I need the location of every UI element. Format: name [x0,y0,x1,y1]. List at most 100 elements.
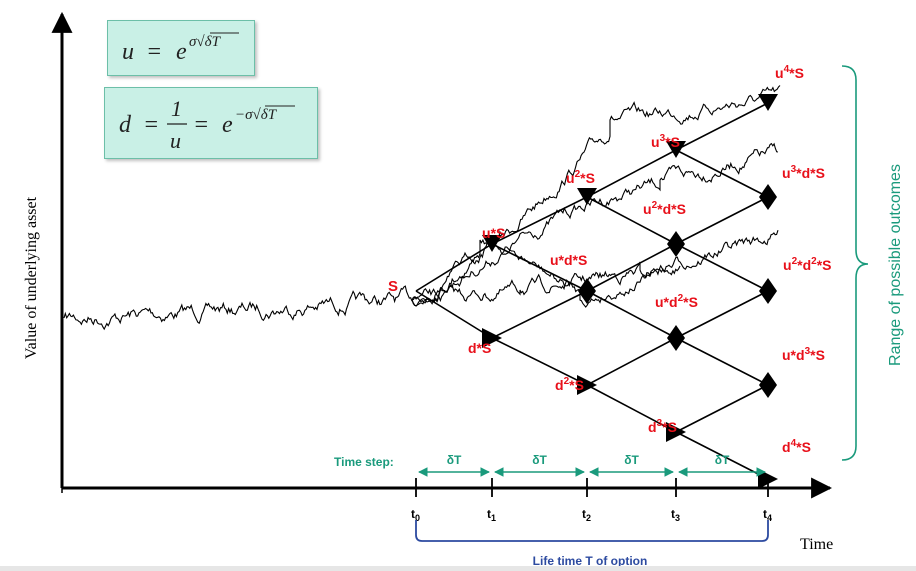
tree-edge-down [675,243,769,292]
node-label-part: *S [569,377,584,393]
tree-edge-down [491,337,588,386]
tree-edge-up [675,102,769,151]
time-tick-label: t4 [763,507,772,523]
node-u3d-s-label: u3*d*S [782,164,825,181]
tree-node-marker [759,184,777,210]
time-step-arrows: δT δT δT δT [418,453,766,477]
node-label-part: 4 [791,438,797,449]
node-label-part: 2 [564,376,570,387]
tree-edge-down [586,196,677,245]
tree-node-marker [577,375,597,395]
formula-u-exponent: σ√δT [189,34,222,50]
formula-d-exponent: −σ√δT [235,107,278,123]
node-u2-s-label: u2*S [566,169,595,186]
range-label: Range of possible outcomes [887,164,904,366]
tree-edge-up [675,384,769,433]
tree-node-marker [578,278,596,304]
tick-subscript: 3 [675,513,680,523]
formula-d-numerator: 1 [171,96,182,121]
tree-edge-up [586,337,677,386]
start-label: S [388,278,398,295]
node-label-part: *d*S [657,201,686,217]
node-label-part: 3 [660,133,666,144]
node-label-part: 2 [792,256,798,267]
node-label-part: d [555,377,564,393]
formula-u-base: e [176,39,187,65]
tick-base: t [763,507,767,521]
tree-edge-down [675,337,769,386]
tree-edge-down [491,243,588,292]
time-tick-label: t3 [671,507,680,523]
node-label-part: *S [810,347,825,363]
time-tick-label: t0 [411,507,420,523]
random-walk-paths [63,85,781,331]
node-label-part: *d*S [796,165,825,181]
tree-edge-down [586,290,677,339]
time-tick-label: t1 [487,507,496,523]
formula-d: d = 1 u = e −σ√δT [119,96,295,153]
node-label-part: u [775,65,784,81]
tree-edge-up [415,243,493,292]
node-d4-s-label: d4*S [782,438,811,455]
formula-d-eq1: = [143,112,159,138]
tree-node-marker [759,278,777,304]
tree-edge-down [415,290,493,339]
node-label-part: u [482,225,491,241]
node-label-part: *S [665,134,680,150]
node-label-part: *S [491,225,506,241]
tick-subscript: 2 [586,513,591,523]
node-labels: u*Sd*Su2*Su*d*Sd2*Su3*Su2*d*Su*d2*Sd3*Su… [468,64,831,455]
node-label-part: d [782,439,791,455]
time-tick-label: t2 [582,507,591,523]
node-u2d-s-label: u2*d*S [643,200,686,217]
node-label-part: u*d*S [550,252,587,268]
tick-base: t [487,507,491,521]
node-label-part: 3 [791,164,797,175]
y-axis-label: Value of underlying asset [23,196,40,359]
formula-u-eq: = [146,39,162,65]
tick-subscript: 4 [767,513,772,523]
time-step-interval-label: δT [447,453,462,467]
tree-edge-down [675,149,769,198]
node-ud-s-label: u*d*S [550,252,587,268]
time-step-interval-label: δT [532,453,547,467]
lifetime-label: Life time T of option [533,554,648,568]
tree-edge-up [491,196,588,245]
random-walk-path [63,285,413,331]
time-step-interval-label: δT [624,453,639,467]
lifetime-bracket [415,520,769,542]
tree-node-marker [758,94,778,111]
node-ud3-s-label: u*d3*S [782,346,825,363]
tree-node-marker [667,325,685,351]
time-ticks: t0 t1 t2 t3 t4 [61,478,772,523]
node-label-part: *S [789,65,804,81]
node-label-part: 3 [657,418,663,429]
tick-base: t [411,507,415,521]
node-d2-s-label: d2*S [555,376,584,393]
tick-subscript: 0 [415,513,420,523]
node-ud2-s-label: u*d2*S [655,293,698,310]
node-label-part: d [648,419,657,435]
tree-node-marker [482,328,502,348]
node-u2d2-s-label: u2*d2*S [783,256,831,273]
bottom-strip [0,566,916,571]
node-label-part: u*d [655,294,678,310]
binomial-tree-lines [415,102,769,480]
formula-d-box: d = 1 u = e −σ√δT [104,87,318,159]
node-label-part: *S [817,257,832,273]
node-label-part: 2 [652,200,658,211]
tree-node-marker [666,422,686,442]
node-label-part: 3 [805,346,811,357]
tick-subscript: 1 [491,513,496,523]
node-label-part: d*S [468,340,491,356]
tree-edge-up [675,290,769,339]
formula-d-denominator: u [170,128,181,153]
node-label-part: u [782,165,791,181]
formula-d-eq2: = [193,112,209,138]
node-d-s-label: d*S [468,340,491,356]
formula-u-lhs: u [122,39,134,65]
node-label-part: u*d [782,347,805,363]
formula-d-lhs: d [119,112,132,138]
